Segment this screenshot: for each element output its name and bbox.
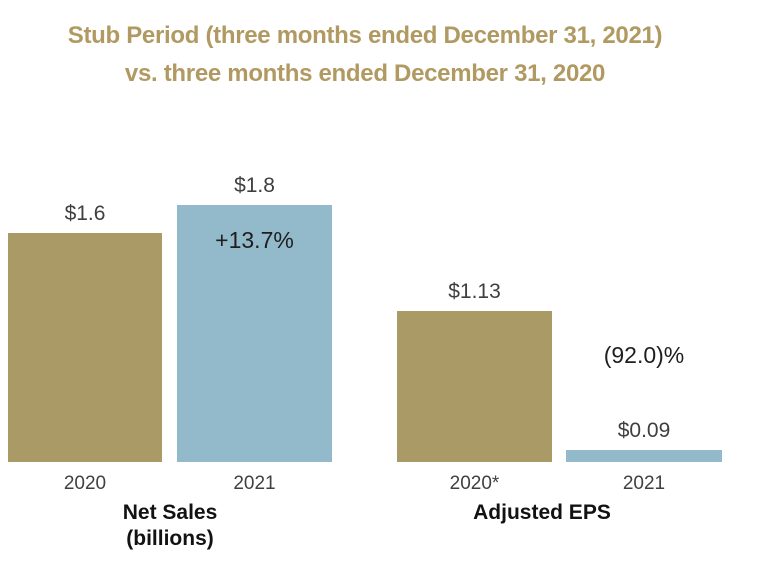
net-sales-2021-value-label: $1.8 xyxy=(234,174,275,197)
eps-2021-bar xyxy=(566,450,722,462)
net-sales-2020-column: $1.6 xyxy=(8,0,162,462)
eps-2021-column: $0.09 xyxy=(566,0,722,462)
eps-change-label: (92.0)% xyxy=(603,342,685,368)
net-sales-group-title-line2: (billions) xyxy=(126,527,214,550)
eps-2020-column: $1.13 xyxy=(397,0,552,462)
eps-2020-bar xyxy=(397,311,552,462)
chart-title-line1: Stub Period (three months ended December… xyxy=(67,22,663,49)
eps-2021-value-label: $0.09 xyxy=(617,419,671,442)
net-sales-2020-value-label: $1.6 xyxy=(64,202,106,225)
net-sales-2020-bar xyxy=(8,233,162,462)
net-sales-2021-bar xyxy=(177,205,332,462)
eps-2020-value-label: $1.13 xyxy=(448,280,501,303)
chart-title: Stub Period (three months ended December… xyxy=(0,17,730,93)
eps-group-title: Adjusted EPS xyxy=(382,500,702,526)
chart-title-line2: vs. three months ended December 31, 2020 xyxy=(124,60,606,87)
net-sales-change-label: +13.7% xyxy=(215,227,294,253)
eps-2020-category-label: 2020* xyxy=(449,473,500,494)
eps-group-title-line1: Adjusted EPS xyxy=(473,501,611,524)
eps-2021-category-label: 2021 xyxy=(622,473,666,494)
net-sales-2021-category-label: 2021 xyxy=(233,473,276,494)
net-sales-2020-category-label: 2020 xyxy=(63,473,107,494)
net-sales-2021-column: $1.8 xyxy=(177,0,332,462)
net-sales-group-title: Net Sales (billions) xyxy=(10,500,330,552)
net-sales-group-title-line1: Net Sales xyxy=(122,501,218,524)
